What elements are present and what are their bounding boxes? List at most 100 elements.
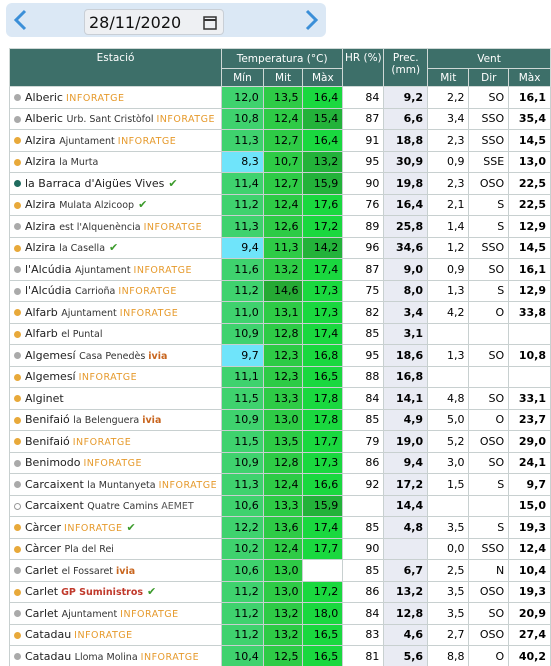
station-name: Alginet xyxy=(25,391,64,405)
status-dot xyxy=(14,502,21,510)
station-detail: la Murta xyxy=(59,157,99,169)
station-name: Catadau xyxy=(25,649,72,663)
value-cell: 96 xyxy=(342,236,385,259)
value-cell: 12,0 xyxy=(221,86,264,109)
verified-icon: ✔ xyxy=(147,585,157,599)
value-cell: 17,4 xyxy=(302,516,344,539)
station-cell: Alzira la Casella ✔ xyxy=(8,236,223,259)
value-cell: 84 xyxy=(342,387,385,410)
value-cell: 84 xyxy=(342,86,385,109)
value-cell: SSO xyxy=(468,107,510,130)
value-cell: 16,8 xyxy=(302,344,344,367)
value-cell: 8,0 xyxy=(383,279,429,302)
station-cell: Alzira Mulata Alzicoop ✔ xyxy=(8,193,223,216)
calendar-icon[interactable] xyxy=(203,15,217,30)
value-cell: 91 xyxy=(342,129,385,152)
source-label: INFORATGE xyxy=(140,651,200,663)
value-cell: 9,4 xyxy=(383,451,429,474)
station-name: Càrcer xyxy=(25,520,62,534)
station-name: Carcaixent xyxy=(25,499,84,513)
value-cell xyxy=(468,365,510,388)
status-dot xyxy=(14,588,21,596)
value-cell: 14,5 xyxy=(508,236,551,259)
value-cell: OSO xyxy=(468,580,510,603)
station-cell: Alfarb el Puntal xyxy=(8,322,223,345)
table-row: Alzira Ajuntament INFORATGE 11,3 12,7 16,4 91… xyxy=(8,129,551,152)
value-cell: 14,1 xyxy=(383,387,429,410)
value-cell: SSO xyxy=(468,236,510,259)
prev-day[interactable] xyxy=(12,8,28,32)
header-cell: HR (%) xyxy=(342,48,385,87)
verified-icon: ✔ xyxy=(138,198,148,212)
value-cell: 4,8 xyxy=(383,516,429,539)
value-cell: S xyxy=(468,516,510,539)
station-name: Alfarb xyxy=(25,327,58,341)
station-name: l'Alcúdia xyxy=(25,262,72,276)
value-cell: 9,7 xyxy=(508,473,551,496)
station-cell: Carcaixent Quatre Camins AEMET xyxy=(8,494,223,517)
source-label: AEMET xyxy=(161,501,194,513)
value-cell: 85 xyxy=(342,516,385,539)
date-field[interactable]: 28/11/2020 xyxy=(84,9,224,35)
value-cell: 17,4 xyxy=(302,322,344,345)
table-row: Alberic Urb. Sant Cristòfol INFORATGE 10,8… xyxy=(8,107,551,130)
value-cell: 12,3 xyxy=(262,344,304,367)
value-cell: 24,1 xyxy=(508,451,551,474)
value-cell: 33,8 xyxy=(508,301,551,324)
station-name: Algemesí xyxy=(25,348,76,362)
value-cell: 29,0 xyxy=(508,430,551,453)
table-row: Càrcer Pla del Rei 10,2 12,4 17,7 90 0,0 SSO 12… xyxy=(8,537,551,560)
value-cell: 17,2 xyxy=(302,215,344,238)
value-cell: 3,4 xyxy=(383,301,429,324)
value-cell: 13,0 xyxy=(508,150,551,173)
value-cell: 16,6 xyxy=(302,473,344,496)
value-cell: 2,3 xyxy=(427,129,470,152)
table-row: Benimodo INFORATGE 10,9 12,8 17,3 86 9,4 3,0 SO 2… xyxy=(8,451,551,474)
value-cell: 1,3 xyxy=(427,344,470,367)
value-cell: 3,0 xyxy=(427,451,470,474)
table-row: Algemesí INFORATGE 11,1 12,3 16,5 88 16,8 xyxy=(8,365,551,388)
station-name: Alzira xyxy=(25,198,56,212)
value-cell: 3,5 xyxy=(427,580,470,603)
value-cell: 75 xyxy=(342,279,385,302)
station-detail: Ajuntament xyxy=(59,135,115,147)
value-cell: 2,2 xyxy=(427,86,470,109)
value-cell: 16,4 xyxy=(302,86,344,109)
station-name: Alzira xyxy=(25,155,56,169)
value-cell: 12,4 xyxy=(262,473,304,496)
station-cell: Catadau INFORATGE xyxy=(8,623,223,646)
value-cell: 2,3 xyxy=(427,172,470,195)
value-cell: 4,2 xyxy=(427,301,470,324)
value-cell: 0,0 xyxy=(427,537,470,560)
value-cell: 92 xyxy=(342,473,385,496)
value-cell xyxy=(342,494,385,517)
table-row: Càrcer INFORATGE ✔ 12,2 13,6 17,4 85 4,8 3,5 S 19,… xyxy=(8,516,551,539)
value-cell: 35,4 xyxy=(508,107,551,130)
value-cell: 6,6 xyxy=(383,107,429,130)
value-cell: 11,5 xyxy=(221,430,264,453)
value-cell: 10,6 xyxy=(221,559,264,582)
value-cell: OSO xyxy=(468,172,510,195)
station-name: Algemesí xyxy=(25,370,76,384)
value-cell: SO xyxy=(468,258,510,281)
next-day[interactable] xyxy=(304,8,320,32)
weather-table: Estació Temperatura (°C) HR (%) Prec. (m… xyxy=(8,48,551,666)
table-row: la Barraca d'Aigües Vives ✔ 11,4 12,7 15,9 90… xyxy=(8,172,551,195)
value-cell: 10,7 xyxy=(262,150,304,173)
value-cell: 11,3 xyxy=(221,129,264,152)
station-cell: l'Alcúdia Carrioña INFORATGE xyxy=(8,279,223,302)
table-row: Carlet Ajuntament INFORATGE 11,2 13,2 18,0 84… xyxy=(8,602,551,625)
table-row: Alzira la Casella ✔ 9,4 11,3 14,2 96 34,6 1,2 SS… xyxy=(8,236,551,259)
header-cell: Temperatura (°C) xyxy=(221,48,344,69)
value-cell: 16,5 xyxy=(302,365,344,388)
value-cell: 17,3 xyxy=(302,279,344,302)
value-cell: S xyxy=(468,473,510,496)
value-cell: SO xyxy=(468,602,510,625)
station-detail: Ajuntament xyxy=(61,307,117,319)
value-cell: 34,6 xyxy=(383,236,429,259)
status-dot xyxy=(14,567,21,575)
value-cell: SO xyxy=(468,344,510,367)
value-cell: 17,7 xyxy=(302,430,344,453)
value-cell: 10,8 xyxy=(221,107,264,130)
station-cell: Carlet el Fossaret ivia xyxy=(8,559,223,582)
